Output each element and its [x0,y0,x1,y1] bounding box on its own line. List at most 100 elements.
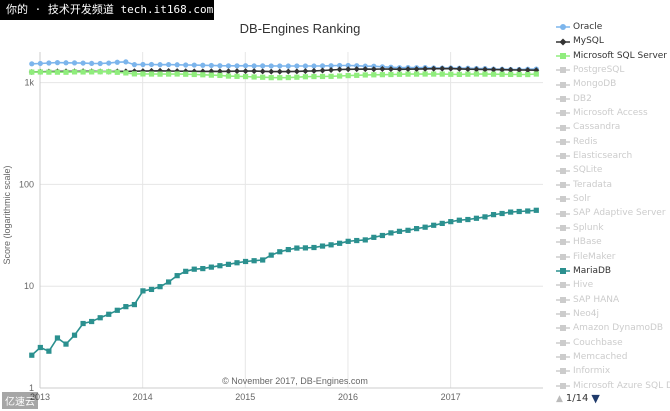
point-mysql [490,66,497,73]
point-mysql [499,66,506,73]
legend-item-microsoft-sql-server[interactable]: Microsoft SQL Server [556,49,670,63]
point-mariadb [71,332,78,338]
legend-item-microsoft-access[interactable]: Microsoft Access [556,106,670,120]
point-mariadb [106,311,112,317]
x-tick-label: 2016 [338,392,358,402]
point-mysql [422,65,429,72]
point-oracle [131,62,137,68]
point-mariadb [277,249,283,255]
legend-item-neo4j[interactable]: Neo4j [556,307,670,321]
legend-label: Cassandra [573,122,621,133]
legend-item-redis[interactable]: Redis [556,135,670,149]
point-mysql [293,68,300,75]
legend-item-sqlite[interactable]: SQLite [556,163,670,177]
legend-label: Memcached [573,351,628,362]
legend-item-teradata[interactable]: Teradata [556,178,670,192]
legend-item-oracle[interactable]: Oracle [556,20,670,34]
legend-label: FileMaker [573,251,616,262]
chart-credit: © November 2017, DB-Engines.com [222,376,368,386]
x-tick-label: 2013 [30,392,50,402]
series-layer [28,59,540,358]
legend-item-db2[interactable]: DB2 [556,92,670,106]
point-mariadb [388,230,394,236]
legend-item-couchbase[interactable]: Couchbase [556,336,670,350]
legend-label: Couchbase [573,337,623,348]
point-oracle [242,63,249,69]
point-mysql [456,65,463,72]
point-mariadb [525,208,531,214]
point-microsoft-sql-server [354,72,360,78]
point-mysql [225,68,232,75]
legend-item-hbase[interactable]: HBase [556,235,670,249]
legend-item-elasticsearch[interactable]: Elasticsearch [556,149,670,163]
point-microsoft-sql-server [140,71,146,77]
point-microsoft-sql-server [268,75,274,81]
point-mysql [276,68,283,75]
legend-item-microsoft-azure-sql-d[interactable]: Microsoft Azure SQL D [556,379,670,393]
series-line-mariadb [31,209,537,356]
point-mariadb [148,286,155,293]
legend-label: Redis [573,136,598,147]
legend-item-filemaker[interactable]: FileMaker [556,250,670,264]
legend-label: MariaDB [573,265,612,276]
point-mariadb [63,341,69,347]
point-oracle [302,63,309,69]
point-mysql [310,67,317,74]
point-mysql [259,68,266,75]
point-microsoft-sql-server [46,69,52,75]
legend-symbol-icon [556,354,570,361]
point-mariadb [533,207,539,213]
legend-symbol-icon [556,110,570,117]
legend-symbol-icon [556,124,570,131]
legend-item-sap-adaptive-server[interactable]: SAP Adaptive Server [556,206,670,220]
point-oracle [337,62,343,69]
point-mariadb [337,240,343,246]
legend-item-memcached[interactable]: Memcached [556,350,670,364]
legend-symbol-icon [556,138,570,145]
legend-item-informix[interactable]: Informix [556,364,670,378]
point-microsoft-sql-server [157,71,163,77]
legend-item-mongodb[interactable]: MongoDB [556,77,670,91]
point-microsoft-sql-server [54,69,61,75]
legend-item-solr[interactable]: Solr [556,192,670,206]
legend-label: Microsoft Azure SQL D [573,380,670,391]
legend-symbol-icon [556,24,570,31]
watermark-corner: 亿速云 [2,392,38,409]
point-microsoft-sql-server [37,69,43,75]
point-mariadb [508,209,514,215]
point-mysql [319,67,326,74]
point-oracle [251,63,257,69]
legend-page-up-icon[interactable]: ▲ [556,393,563,404]
point-microsoft-sql-server [311,73,317,80]
legend-symbol-icon [556,67,570,74]
legend-page-down-icon[interactable]: ▼ [591,392,600,405]
legend-item-splunk[interactable]: Splunk [556,221,670,235]
legend-item-hive[interactable]: Hive [556,278,670,292]
legend-item-postgresql[interactable]: PostgreSQL [556,63,670,77]
point-mariadb [396,228,403,234]
point-microsoft-sql-server [413,71,420,77]
point-microsoft-sql-server [362,72,368,78]
legend-item-amazon-dynamodb[interactable]: Amazon DynamoDB [556,321,670,335]
legend-label: Hive [573,280,594,291]
point-mariadb [422,224,428,230]
point-mysql [481,66,488,73]
legend-item-cassandra[interactable]: Cassandra [556,120,670,134]
point-mariadb [260,257,266,263]
series-oracle [29,59,539,73]
point-oracle [311,63,317,69]
point-microsoft-sql-server [405,71,411,77]
point-microsoft-sql-server [396,71,403,77]
legend-item-mariadb[interactable]: MariaDB [556,264,670,278]
point-mariadb [208,264,214,270]
legend-item-mysql[interactable]: MySQL [556,34,670,48]
point-oracle [268,63,274,69]
legend-item-sap-hana[interactable]: SAP HANA [556,293,670,307]
point-mysql [387,66,394,73]
legend-symbol-icon [556,339,570,346]
legend-label: Oracle [573,22,603,32]
x-tick-label: 2015 [235,392,255,402]
point-mariadb [131,301,137,308]
point-microsoft-sql-server [448,71,454,77]
point-oracle [319,63,326,69]
